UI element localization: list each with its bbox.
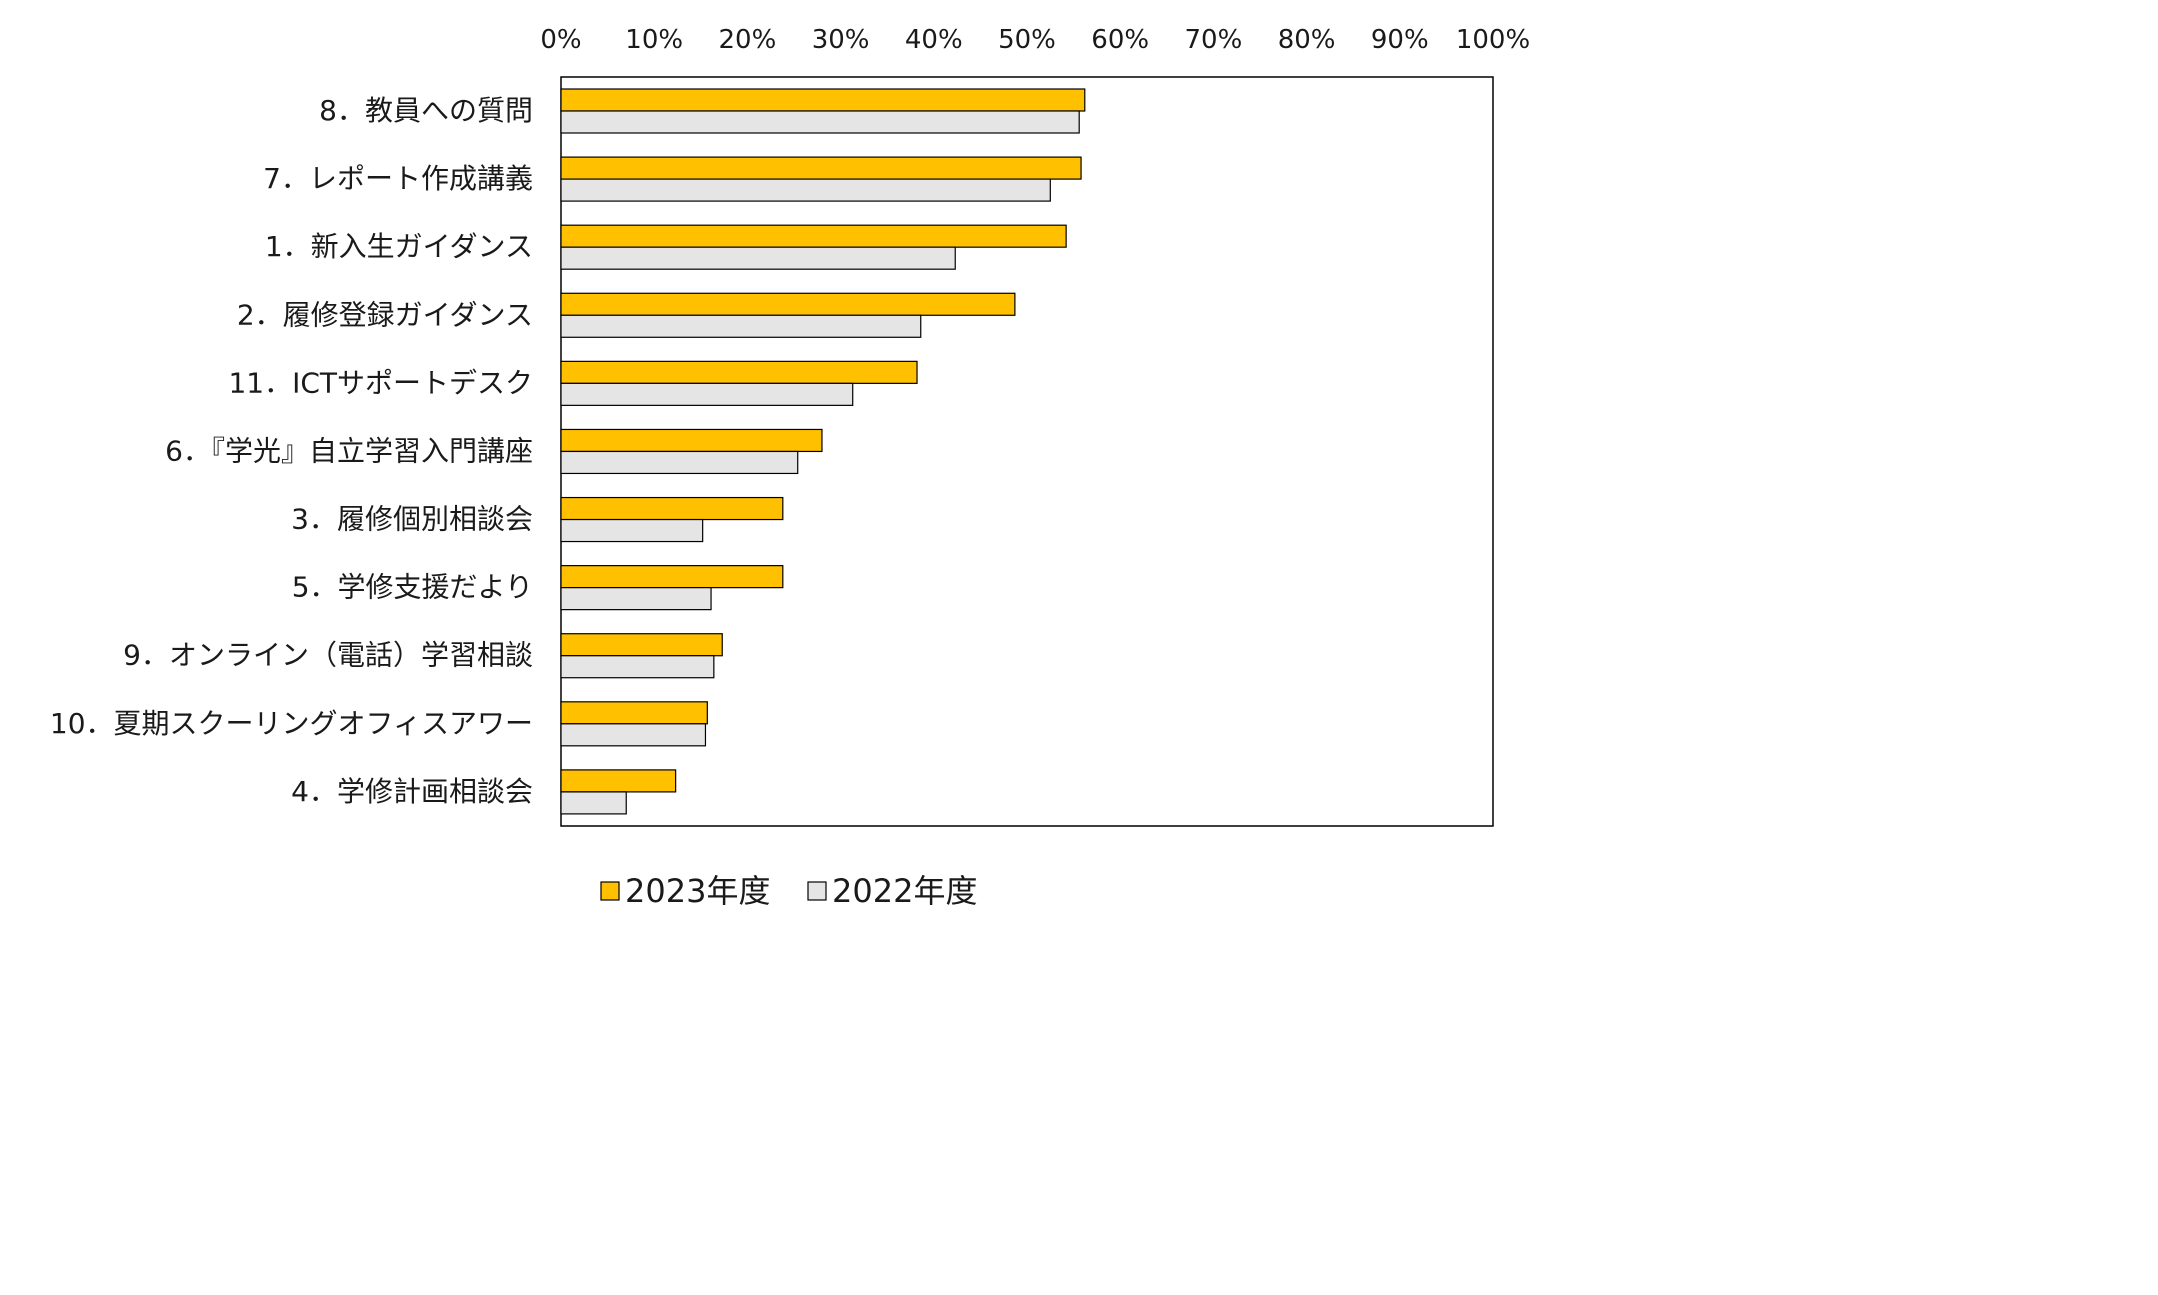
- x-tick-label: 70%: [1185, 25, 1243, 55]
- x-tick-label: 80%: [1278, 25, 1336, 55]
- bar-series2: [560, 382, 854, 406]
- bar-series2: [560, 791, 627, 815]
- category-label: 5．学修支援だより: [292, 571, 533, 604]
- category-label: 6．『学光』自立学習入門講座: [165, 434, 533, 467]
- x-axis-ticks: 0% 10% 20% 30% 40% 50% 60% 70% 80% 90% 100%: [540, 25, 1530, 55]
- bar-series2: [560, 110, 1080, 134]
- bar-series2: [560, 587, 712, 611]
- category-label: 2．履修登録ガイダンス: [237, 298, 533, 331]
- bar-series1: [560, 88, 1086, 112]
- category-label: 11．ICTサポートデスク: [228, 366, 533, 399]
- bar-series2: [560, 450, 799, 475]
- category-label: 1．新入生ガイダンス: [265, 230, 533, 263]
- bar-series1: [560, 224, 1067, 248]
- x-tick-label: 0%: [540, 25, 581, 55]
- category-label: 8．教員への質問: [319, 94, 533, 127]
- legend-label: 2022年度: [832, 872, 977, 910]
- x-tick-label: 20%: [719, 25, 777, 55]
- category-label: 4．学修計画相談会: [291, 775, 533, 808]
- x-tick-label: 10%: [625, 25, 683, 55]
- bar-series1: [560, 428, 823, 453]
- bar-series2: [560, 518, 704, 543]
- x-tick-label: 90%: [1371, 25, 1429, 55]
- bar-series1: [560, 292, 1016, 316]
- bar-series1: [560, 633, 723, 657]
- bar-series1: [560, 156, 1082, 180]
- category-labels: 8．教員への質問 7．レポート作成講義 1．新入生ガイダンス 2．履修登録ガイダンス 1…: [50, 94, 533, 808]
- category-label: 3．履修個別相談会: [291, 503, 533, 536]
- legend: 2023年度 2022年度: [600, 872, 977, 910]
- category-label: 7．レポート作成講義: [263, 162, 533, 195]
- bars: [560, 88, 1086, 815]
- bar-series1: [560, 565, 784, 589]
- bar-chart: 0% 10% 20% 30% 40% 50% 60% 70% 80% 90% 100% 8．教員への…: [50, 25, 1530, 910]
- bar-series1: [560, 360, 918, 384]
- bar-series2: [560, 246, 956, 270]
- bar-series1: [560, 496, 784, 521]
- legend-swatch: [807, 881, 827, 901]
- legend-label: 2023年度: [625, 872, 770, 910]
- bar-series1: [560, 701, 708, 725]
- legend-swatch: [600, 881, 620, 901]
- bar-series2: [560, 723, 707, 747]
- x-tick-label: 40%: [905, 25, 963, 55]
- category-label: 10．夏期スクーリングオフィスアワー: [50, 707, 533, 740]
- x-tick-label: 100%: [1456, 25, 1530, 55]
- x-tick-label: 60%: [1091, 25, 1149, 55]
- x-tick-label: 30%: [812, 25, 870, 55]
- bar-series2: [560, 655, 715, 679]
- bar-series1: [560, 769, 677, 793]
- category-label: 9．オンライン（電話）学習相談: [123, 639, 533, 672]
- bar-series2: [560, 178, 1051, 202]
- bar-series2: [560, 314, 922, 338]
- x-tick-label: 50%: [998, 25, 1056, 55]
